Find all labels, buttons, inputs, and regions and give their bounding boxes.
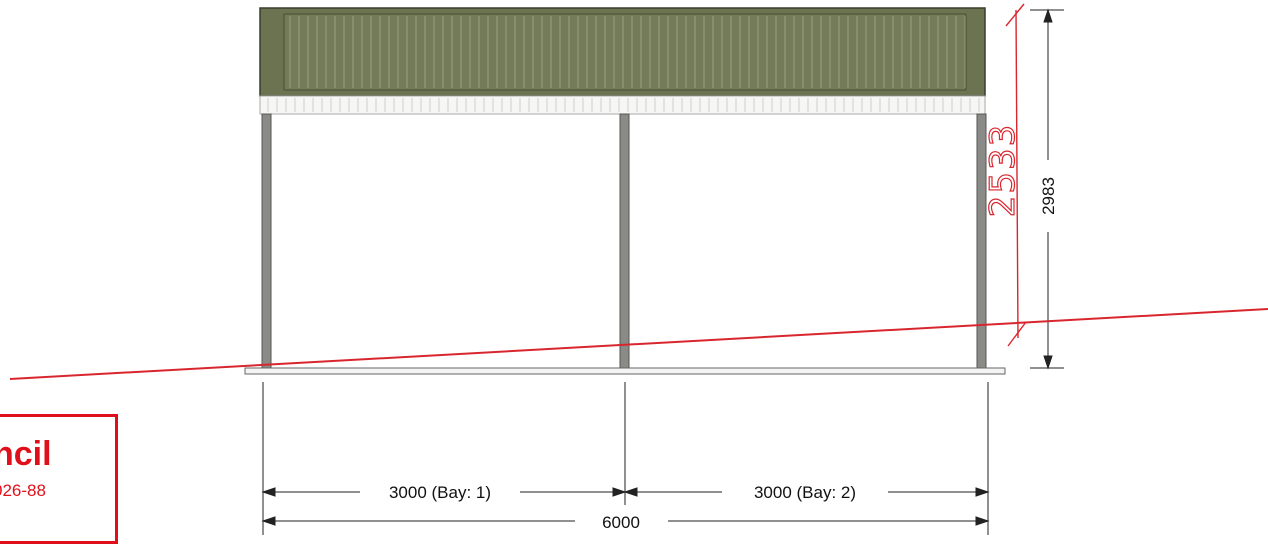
markup-height-label: 2533 <box>983 123 1023 218</box>
floor-slab <box>244 367 1006 375</box>
height-dimension-label: 2983 <box>1039 177 1058 215</box>
roof-panel <box>259 7 986 97</box>
bay2-dimension-label: 3000 (Bay: 2) <box>754 483 856 502</box>
markup-height-dimension <box>1005 3 1027 347</box>
bay1-dimension-label: 3000 (Bay: 1) <box>389 483 491 502</box>
height-dimension <box>1030 8 1064 370</box>
total-width-dimension-label: 6000 <box>602 513 640 532</box>
post-middle <box>619 113 630 370</box>
stamp-title: ncil <box>0 435 52 473</box>
post-left <box>261 113 272 370</box>
council-stamp: ncil 026-88 <box>0 414 118 544</box>
markup-ground-line <box>9 308 1268 380</box>
stamp-code: 026-88 <box>0 481 46 500</box>
gutter-strip <box>259 95 986 115</box>
width-dimensions <box>261 382 990 535</box>
